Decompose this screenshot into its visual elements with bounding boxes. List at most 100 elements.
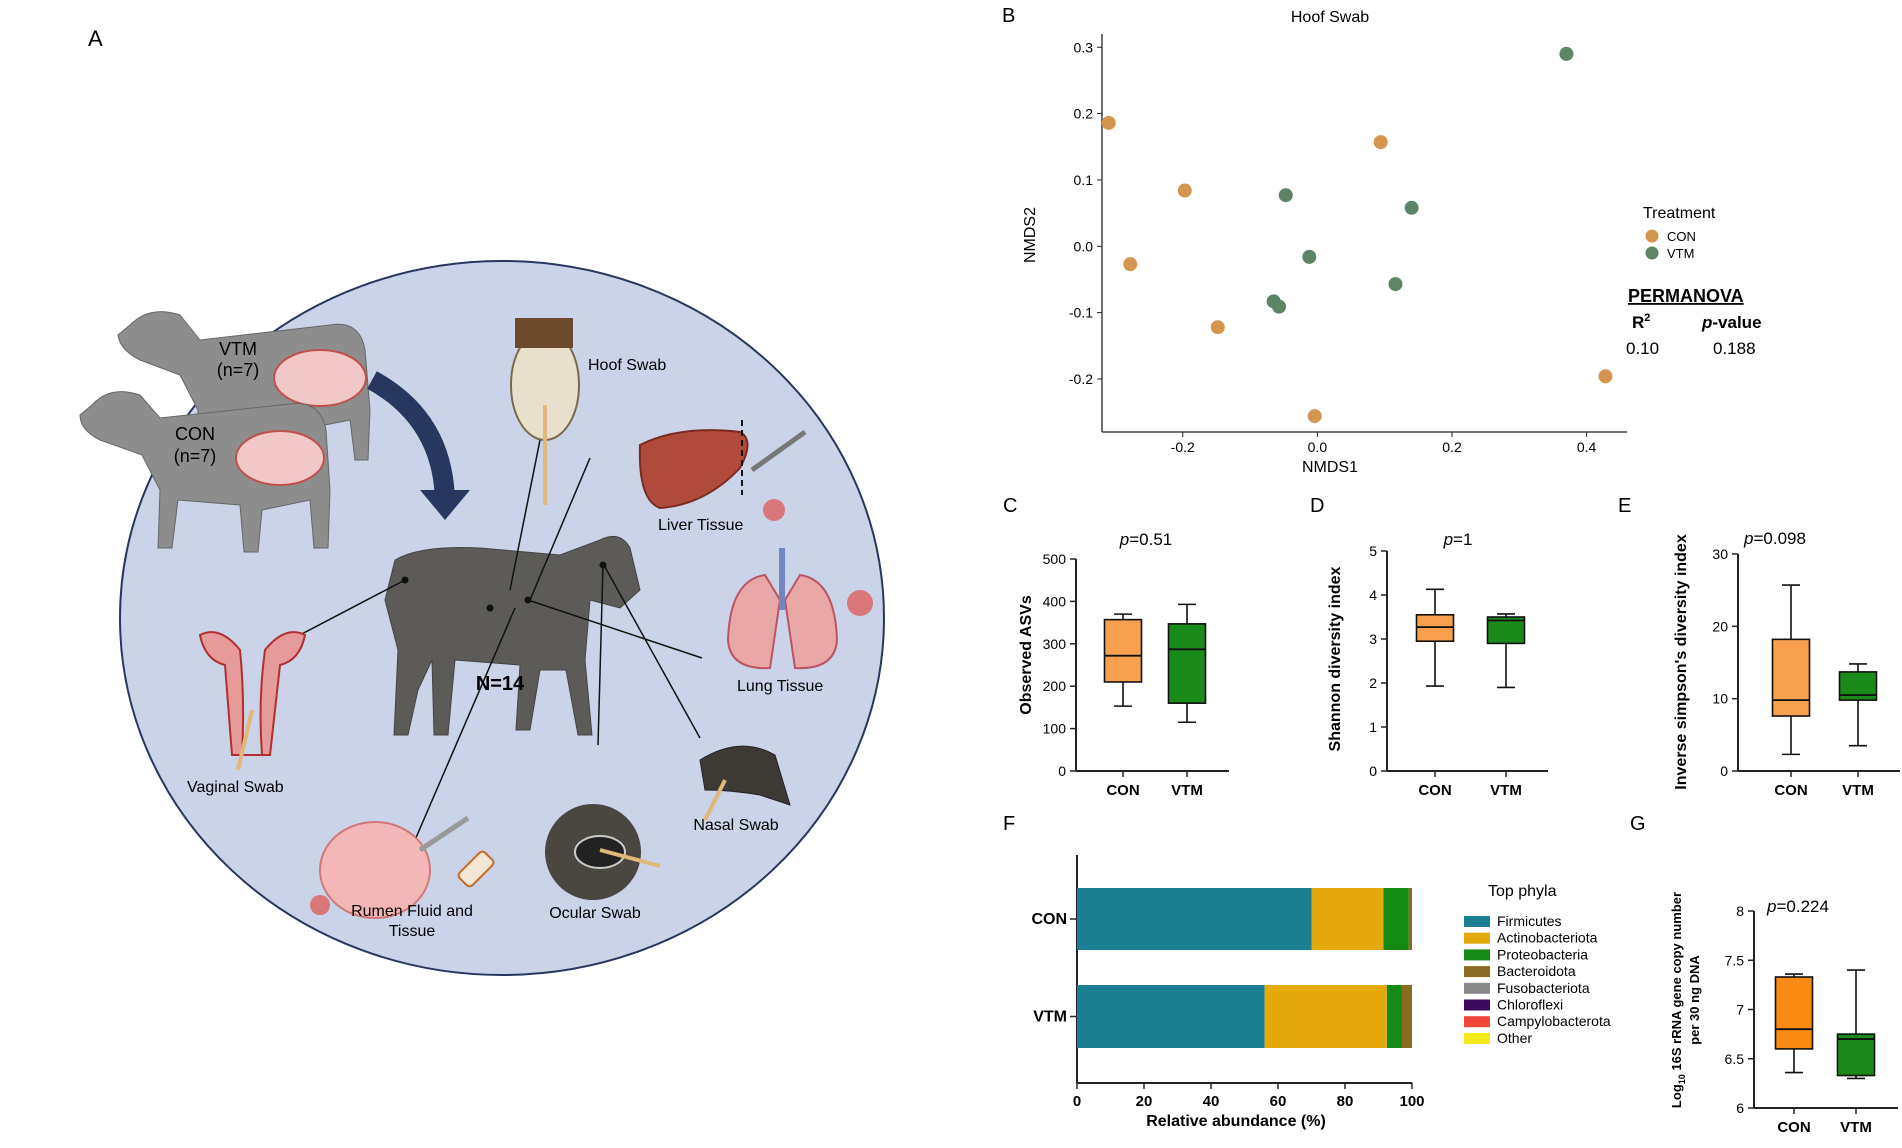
chart-e-ytick-label: 0 [1720,763,1728,779]
rumen-label-line1: Rumen Fluid and [351,903,473,920]
chart-b-point-vtm [1388,277,1403,292]
chart-b-ytick-label: 0.2 [1074,106,1094,122]
ocular-swab-label: Ocular Swab [549,905,641,922]
chart-b-point-con [1373,135,1388,150]
hoof-swab-label: Hoof Swab [588,357,666,374]
chart-g-ytick-label: 7 [1736,1002,1744,1018]
permanova-p-value: 0.188 [1713,339,1756,358]
calf-illustration: N=14 [384,535,641,736]
chart-d-ytick-label: 3 [1369,631,1377,647]
chart-f-legend-bacteroidota: Bacteroidota [1497,963,1576,979]
lung-tissue-site: Lung Tissue [726,548,873,695]
chart-g-ytick-label: 8 [1736,903,1744,919]
chart-f-bar-vtm-actinobacteriota [1264,985,1387,1048]
chart-f-legend-swatch-campylobacterota [1464,1016,1490,1028]
chart-f-category-vtm: VTM [1033,1009,1067,1026]
chart-c-ytick-label: 500 [1043,551,1067,567]
arrow-dam-to-calf-icon [367,371,455,506]
rumen-icon [319,821,431,919]
chart-c-ytick-label: 0 [1058,763,1066,779]
rumen-site: Rumen Fluid and Tissue [310,815,495,940]
panel-b-label: B [1002,5,1015,27]
chart-f-legend-swatch-firmicutes [1464,916,1490,927]
chart-g-ytick-label: 6 [1736,1100,1744,1116]
chart-f-legend-actinobacteriota: Actinobacteriota [1497,930,1598,946]
permanova-heading: PERMANOVA [1628,286,1744,306]
liver-tissue-label: Liver Tissue [658,517,743,534]
liver-tissue-site: Liver Tissue [638,420,807,534]
chart-g-ylabel-line1: Log10 16S rRNA gene copy number [1669,892,1687,1108]
permanova-stats: PERMANOVA R2 p-value 0.10 0.188 [1626,286,1762,358]
chart-b-legend-vtm: VTM [1667,246,1694,261]
panel-e-label: E [1618,495,1631,517]
chart-b-point-vtm [1559,46,1574,61]
chart-f-bar-con-bacteroidota [1408,888,1412,950]
chart-d-ylabel: Shannon diversity index [1327,566,1344,751]
chart-b-point-con [1177,183,1192,198]
chart-b-ytick-label: -0.2 [1069,371,1093,387]
chart-d-ytick-label: 5 [1369,543,1377,559]
chart-f-bar-con-proteobacteria [1383,888,1409,950]
vaginal-swab-site: Vaginal Swab [187,631,307,796]
chart-f-xtick-label: 20 [1136,1093,1153,1110]
chart-e-con-xtick-label: CON [1774,782,1807,799]
chart-f-xtick-label: 80 [1337,1093,1354,1110]
chart-c-ytick-label: 400 [1043,593,1067,609]
chart-b-nmds: Hoof Swab -0.2 -0.1 0.0 0.1 0.2 0.3 -0.2 0.0 0.2… [1022,9,1762,476]
calf-n-label: N=14 [476,673,525,695]
chart-e-inverse-simpson: p=0.098 Inverse simpson's diversity inde… [1673,529,1900,799]
chart-b-xtick-label: 0.4 [1577,439,1597,455]
chart-f-legend-swatch-actinobacteriota [1464,932,1490,944]
rumen-sample-icon [310,895,330,915]
chart-g-16s-copy-number: p=0.224 Log10 16S rRNA gene copy number … [1669,892,1898,1136]
chart-g-con-xtick-label: CON [1777,1119,1810,1136]
chart-d-con-xtick-label: CON [1418,782,1451,799]
chart-f-legend-fusobacteriota: Fusobacteriota [1497,980,1590,996]
chart-f-xtick-label: 60 [1270,1093,1287,1110]
chart-b-ytick-label: 0.0 [1074,238,1094,254]
chart-f-legend-swatch-bacteroidota [1464,966,1490,978]
vtm-dam-name: VTM [219,339,257,359]
chart-g-ylabel-line2: per 30 ng DNA [1687,955,1702,1045]
lung-tissue-label: Lung Tissue [737,678,823,695]
chart-b-ytick-label: 0.3 [1074,39,1094,55]
chart-e-ylabel: Inverse simpson's diversity index [1673,534,1690,790]
chart-d-vtm-xtick-label: VTM [1490,782,1522,799]
chart-b-point-con [1123,257,1138,272]
panel-g-label: G [1630,813,1646,835]
vtm-dam-n: (n=7) [217,360,260,380]
chart-d-ytick-label: 0 [1369,763,1377,779]
sample-tube-icon [457,850,495,888]
chart-b-legend-con-swatch [1645,229,1659,243]
chart-f-legend-swatch-chloroflexi [1464,999,1490,1011]
chart-b-legend-title: Treatment [1643,205,1716,222]
sampling-site-dots [401,561,607,612]
chart-c-con-xtick-label: CON [1106,782,1139,799]
lung-sample-icon [847,590,873,616]
chart-d-shannon: p=1 Shannon diversity index 0 1 2 3 4 5 CON VTM [1327,530,1548,799]
chart-f-xtick-label: 40 [1203,1093,1220,1110]
chart-b-legend-con: CON [1667,229,1696,244]
chart-e-ytick-label: 20 [1712,618,1728,634]
chart-g-ytick-label: 7.5 [1725,952,1745,968]
chart-b-xlabel: NMDS1 [1302,459,1358,476]
chart-f-legend-swatch-fusobacteriota [1464,982,1490,994]
chart-b-point-vtm [1302,249,1317,264]
chart-c-ytick-label: 300 [1043,636,1067,652]
panel-f-label: F [1003,813,1015,835]
permanova-r2-value: 0.10 [1626,339,1659,358]
chart-f-bar-con-firmicutes [1077,888,1312,950]
chart-c-vtm-box [1167,623,1207,704]
vtm-uterus-icon [273,349,367,407]
nasal-swab-site: Nasal Swab [693,745,791,834]
chart-c-pvalue: p=0.51 [1119,530,1172,549]
chart-f-category-con: CON [1031,911,1067,928]
chart-c-ylabel: Observed ASVs [1018,595,1035,715]
chart-b-points [1101,46,1613,424]
vaginal-swab-label: Vaginal Swab [187,779,284,796]
chart-f-top-phyla: Relative abundance (%) Top phyla Firmicu… [1031,855,1611,1130]
chart-b-xtick-label: -0.2 [1171,439,1195,455]
vtm-dam-illustration: VTM (n=7) [117,311,371,471]
chart-b-point-vtm [1278,188,1293,203]
chart-g-con-box [1774,976,1814,1050]
